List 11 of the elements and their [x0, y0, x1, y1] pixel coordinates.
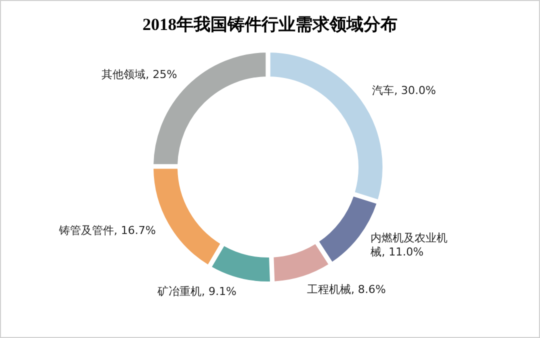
slice-label: 其他领域, 25%	[102, 68, 178, 82]
donut-slice	[152, 52, 267, 166]
slice-label: 汽车, 30.0%	[372, 84, 436, 98]
slice-label: 工程机械, 8.6%	[306, 283, 386, 297]
slice-label: 内燃机及农业机械, 11.0%	[370, 231, 449, 259]
slice-label: 铸管及管件, 16.7%	[58, 224, 156, 238]
chart-title: 2018年我国铸件行业需求领域分布	[142, 15, 398, 34]
donut-slice	[210, 244, 271, 282]
donut-slice	[272, 242, 330, 282]
slice-label: 矿冶重机, 9.1%	[157, 285, 236, 299]
donut-slice	[269, 52, 384, 200]
